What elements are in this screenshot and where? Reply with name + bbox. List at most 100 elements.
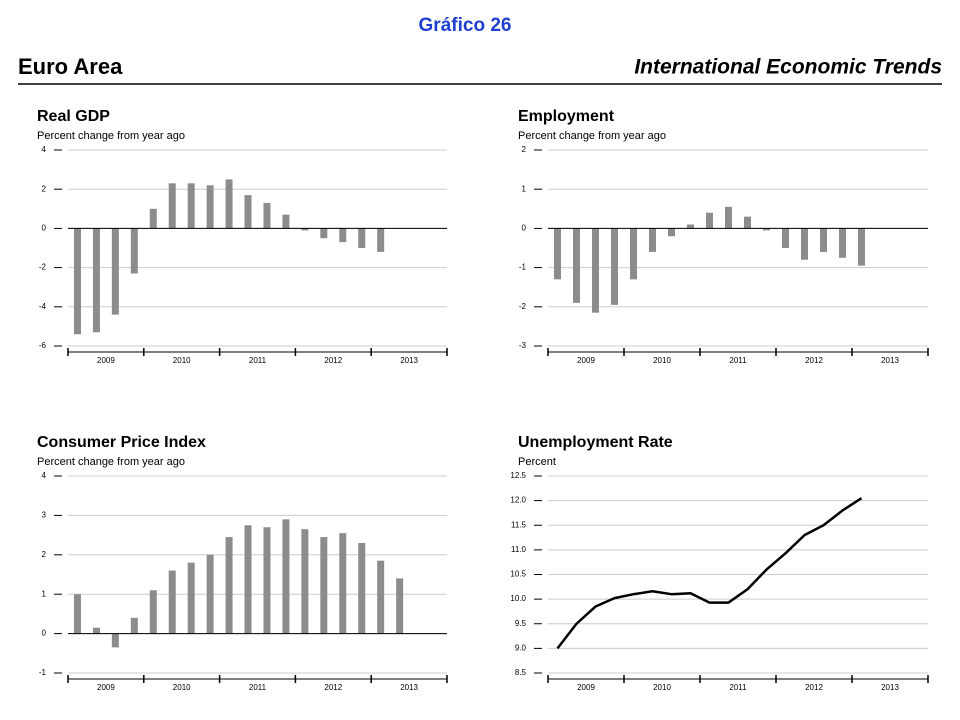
bar [763, 228, 770, 231]
x-tick-label: 2010 [653, 356, 671, 365]
y-tick-label: 3 [42, 511, 47, 520]
bar [649, 228, 656, 252]
x-tick-label: 2012 [805, 683, 823, 692]
chart-subtitle: Percent change from year ago [37, 130, 185, 142]
y-tick-label: 2 [42, 550, 47, 559]
bar [301, 529, 309, 634]
bar [725, 206, 732, 229]
x-tick-label: 2009 [577, 356, 595, 365]
bar [573, 228, 580, 303]
bar [92, 627, 100, 634]
y-tick-label: 12.0 [510, 496, 526, 505]
y-tick-label: 2 [42, 184, 47, 193]
y-tick-label: 4 [42, 471, 47, 480]
bar [206, 554, 214, 634]
bar [820, 228, 827, 252]
region-label: Euro Area [18, 54, 123, 79]
x-tick-label: 2012 [805, 356, 823, 365]
bar [244, 195, 252, 229]
x-tick-label: 2012 [324, 683, 342, 692]
y-tick-label: 10.0 [510, 594, 526, 603]
x-tick-label: 2010 [653, 683, 671, 692]
bar [168, 570, 176, 634]
y-tick-label: 12.5 [510, 471, 526, 480]
bar [130, 228, 138, 274]
y-tick-label: 0 [42, 629, 47, 638]
y-tick-label: -1 [39, 668, 47, 677]
x-tick-label: 2009 [577, 683, 595, 692]
bar [377, 228, 385, 252]
bar [744, 216, 751, 229]
bar [801, 228, 808, 260]
chart-title: Employment [518, 108, 615, 125]
bar [282, 214, 290, 229]
bar [111, 228, 119, 315]
bar [301, 228, 309, 231]
x-tick-label: 2011 [249, 356, 267, 365]
bar [839, 228, 846, 258]
y-tick-label: -1 [519, 263, 527, 272]
x-tick-label: 2012 [324, 356, 342, 365]
x-tick-label: 2009 [97, 356, 115, 365]
x-tick-label: 2010 [173, 683, 191, 692]
bar [206, 185, 214, 229]
chart-title: Unemployment Rate [518, 434, 673, 451]
y-tick-label: 2 [522, 145, 527, 154]
bar [187, 183, 195, 229]
bar [149, 590, 157, 634]
bar [782, 228, 789, 248]
chart-subtitle: Percent change from year ago [518, 130, 666, 142]
x-tick-label: 2013 [881, 683, 899, 692]
publication-label: International Economic Trends [634, 56, 942, 79]
y-tick-label: 11.5 [511, 520, 527, 529]
bar [92, 228, 100, 333]
bar [858, 228, 865, 266]
y-tick-label: 0 [522, 224, 527, 233]
page-title: Gráfico 26 [419, 15, 512, 36]
bar [320, 228, 328, 239]
bar [687, 224, 694, 229]
x-tick-label: 2013 [881, 356, 899, 365]
bar [111, 633, 119, 648]
bar [611, 228, 618, 305]
bar [339, 228, 347, 243]
y-tick-label: -3 [519, 341, 527, 350]
x-tick-label: 2009 [97, 683, 115, 692]
bar [668, 228, 675, 237]
chart-title: Consumer Price Index [37, 434, 206, 451]
y-tick-label: 8.5 [515, 668, 527, 677]
bar [358, 542, 366, 634]
bar [225, 537, 233, 634]
bar [149, 208, 157, 229]
y-tick-label: 1 [522, 184, 527, 193]
bar [706, 212, 713, 229]
x-tick-label: 2011 [729, 683, 747, 692]
x-tick-label: 2013 [400, 683, 418, 692]
bar [377, 560, 385, 634]
x-tick-label: 2010 [173, 356, 191, 365]
bar [73, 228, 81, 335]
bar [282, 519, 290, 634]
y-tick-label: 4 [42, 145, 47, 154]
x-tick-label: 2013 [400, 356, 418, 365]
bar [396, 578, 404, 634]
y-tick-label: -2 [519, 302, 527, 311]
y-tick-label: -4 [39, 302, 47, 311]
y-tick-label: 9.0 [515, 643, 527, 652]
bar [187, 562, 195, 634]
y-tick-label: 1 [42, 589, 47, 598]
bar [130, 617, 138, 634]
chart-subtitle: Percent [518, 456, 556, 468]
y-tick-label: 11.0 [511, 545, 527, 554]
line [556, 497, 863, 650]
bar [592, 228, 599, 313]
x-tick-label: 2011 [729, 356, 747, 365]
bar [320, 537, 328, 634]
x-tick-label: 2011 [249, 683, 267, 692]
bar [263, 202, 271, 229]
chart-subtitle: Percent change from year ago [37, 456, 185, 468]
bar [630, 228, 637, 280]
y-tick-label: -6 [39, 341, 47, 350]
y-tick-label: 10.5 [510, 570, 526, 579]
